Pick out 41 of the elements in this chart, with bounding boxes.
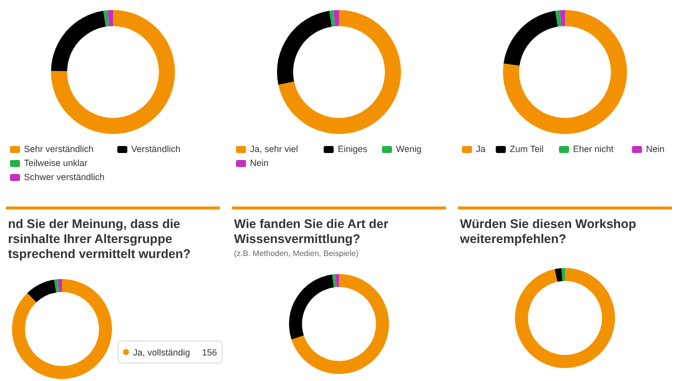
- donut-slice: [560, 10, 565, 26]
- donut-slice: [515, 268, 615, 368]
- legend-label: Ja, sehr viel: [250, 144, 298, 154]
- legend-label: Einiges: [338, 144, 368, 154]
- legend-label: Ja: [476, 144, 486, 154]
- donut-slice: [51, 10, 106, 72]
- donut-slice: [503, 10, 627, 134]
- chart-title: Wie fanden Sie die Art der Wissensvermittlung?: [234, 217, 388, 246]
- chart-subtitle: (z.B. Methoden, Medien, Beispiele): [234, 249, 359, 258]
- donut-slice: [562, 268, 565, 282]
- legend-label: Wenig: [396, 144, 422, 154]
- legend-label: Schwer verständlich: [24, 172, 105, 182]
- chart-title: Würden Sie diesen Workshop weiterempfehlen?: [459, 217, 637, 246]
- text: Ja, vollständig: [133, 348, 190, 358]
- legend-label: Nein: [646, 144, 665, 154]
- donut-slice: [277, 10, 332, 85]
- donut-slice: [54, 279, 59, 292]
- donut-slice: [12, 279, 112, 379]
- donut-slice: [336, 274, 339, 288]
- donut-slice: [332, 274, 336, 288]
- donut-slice: [289, 274, 334, 340]
- donut-slice: [334, 10, 339, 26]
- donut-slice: [504, 10, 558, 66]
- legend-label: Eher nicht: [573, 144, 614, 154]
- legend-label: Verständlich: [131, 144, 180, 154]
- donut-slice: [554, 268, 562, 282]
- legend-label: Nein: [250, 158, 269, 168]
- donut-slice: [329, 10, 335, 27]
- donut-slice: [291, 274, 389, 374]
- donut-slice: [278, 10, 401, 134]
- donut-slice: [58, 279, 62, 292]
- text: 156: [202, 348, 217, 358]
- donut-slice: [108, 10, 113, 26]
- legend-label: Teilweise unklar: [24, 158, 88, 168]
- donut-slice: [103, 10, 109, 27]
- legend-label: Sehr verständlich: [24, 144, 94, 154]
- donut-slice: [555, 10, 562, 27]
- legend-label: Zum Teil: [510, 144, 544, 154]
- chart-title: nd Sie der Meinung, dass die rsinhalte Ihrer Altersgruppe tsprechend vermittelt wurden?: [8, 217, 191, 261]
- donut-slice: [51, 10, 175, 134]
- donut-slice: [27, 280, 56, 302]
